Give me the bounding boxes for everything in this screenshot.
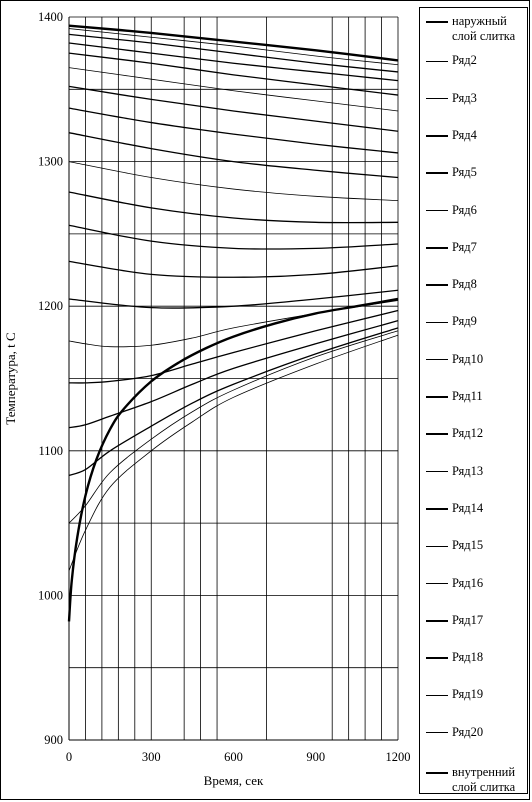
legend-label: Ряд15 — [452, 538, 484, 553]
legend-label: Ряд20 — [452, 724, 484, 739]
legend-swatch — [426, 321, 448, 324]
legend-swatch — [426, 60, 448, 62]
legend-swatch — [426, 582, 448, 585]
x-tick-label: 900 — [306, 750, 325, 764]
legend-swatch — [426, 396, 448, 398]
legend-swatch — [426, 20, 448, 24]
legend-swatch — [426, 470, 448, 473]
legend-swatch — [426, 694, 448, 696]
x-axis-title: Время, сек — [204, 773, 264, 788]
y-tick-label: 1300 — [38, 155, 63, 169]
y-tick-label: 1000 — [38, 588, 63, 602]
series-line-20 — [68, 334, 399, 571]
legend-label: Ряд8 — [452, 277, 477, 292]
legend-label: Ряд14 — [452, 500, 484, 515]
series-line-11 — [68, 191, 399, 224]
x-tick-label: 1200 — [386, 750, 411, 764]
series-line-5 — [68, 52, 399, 96]
series-line-3 — [68, 33, 399, 73]
legend-swatch — [426, 246, 448, 249]
legend-swatch — [426, 619, 448, 622]
y-tick-label: 900 — [44, 733, 63, 747]
legend-label: Ряд6 — [452, 202, 477, 217]
series-line-1 — [68, 24, 399, 62]
line-chart: 900 1000 1100 1200 1300 1400 0 300 600 900 1200 Вре… — [3, 10, 411, 788]
legend-swatch — [426, 771, 448, 775]
legend-label: Ряд16 — [452, 575, 484, 590]
x-tick-label: 0 — [66, 750, 72, 764]
legend-swatch — [426, 657, 448, 659]
series-line-4 — [68, 42, 399, 82]
legend-swatch — [426, 210, 448, 211]
series-line-12 — [68, 224, 399, 250]
series-group — [67, 24, 399, 622]
series-line-17 — [68, 320, 399, 429]
legend-label: Ряд11 — [452, 389, 483, 403]
legend-label: Ряд4 — [452, 127, 477, 142]
legend-swatch — [426, 284, 448, 286]
legend-label: Ряд12 — [452, 426, 484, 441]
legend-label: Ряд5 — [452, 165, 477, 180]
legend-label: Ряд13 — [452, 463, 484, 478]
series-line-21 — [67, 297, 399, 622]
y-tick-label: 1100 — [38, 444, 63, 458]
legend-label: Ряд2 — [452, 53, 477, 68]
x-tick-label: 300 — [142, 750, 161, 764]
legend-swatch — [426, 433, 448, 436]
legend-swatch — [426, 135, 448, 137]
legend-swatch — [426, 732, 448, 734]
series-line-2 — [68, 28, 399, 66]
series-line-10 — [68, 161, 399, 202]
series-line-6 — [68, 67, 399, 112]
legend-swatch — [426, 508, 448, 510]
legend-label: Ряд19 — [452, 687, 484, 702]
series-line-7 — [68, 85, 399, 132]
y-tick-label: 1400 — [38, 10, 63, 24]
legend-label: Ряд18 — [452, 650, 484, 665]
series-line-16 — [68, 309, 399, 384]
legend-swatch — [426, 545, 448, 547]
legend-label: Ряд17 — [452, 612, 484, 627]
x-tick-label: 600 — [224, 750, 243, 764]
series-line-14 — [68, 289, 399, 309]
y-tick-label: 1200 — [38, 299, 63, 313]
legend-swatch — [426, 359, 448, 361]
legend-label: Ряд3 — [452, 90, 477, 105]
series-line-8 — [68, 107, 399, 154]
legend-label: наружный слой слитка — [452, 14, 516, 43]
y-axis-title: Температура, t C — [3, 332, 18, 424]
legend: наружный слой слитка Ряд2 Ряд3 Ряд4 Ряд5 Ряд6… — [419, 7, 528, 794]
legend-swatch — [426, 97, 448, 100]
legend-label: внутренний слой слитка — [452, 765, 516, 794]
legend-label: Ряд7 — [452, 239, 477, 254]
legend-label: Ряд10 — [452, 351, 484, 366]
legend-label: Ряд9 — [452, 314, 477, 329]
series-line-13 — [68, 260, 399, 278]
series-line-9 — [68, 132, 399, 179]
series-line-19 — [68, 330, 399, 524]
series-line-18 — [68, 327, 399, 477]
legend-swatch — [426, 172, 448, 174]
